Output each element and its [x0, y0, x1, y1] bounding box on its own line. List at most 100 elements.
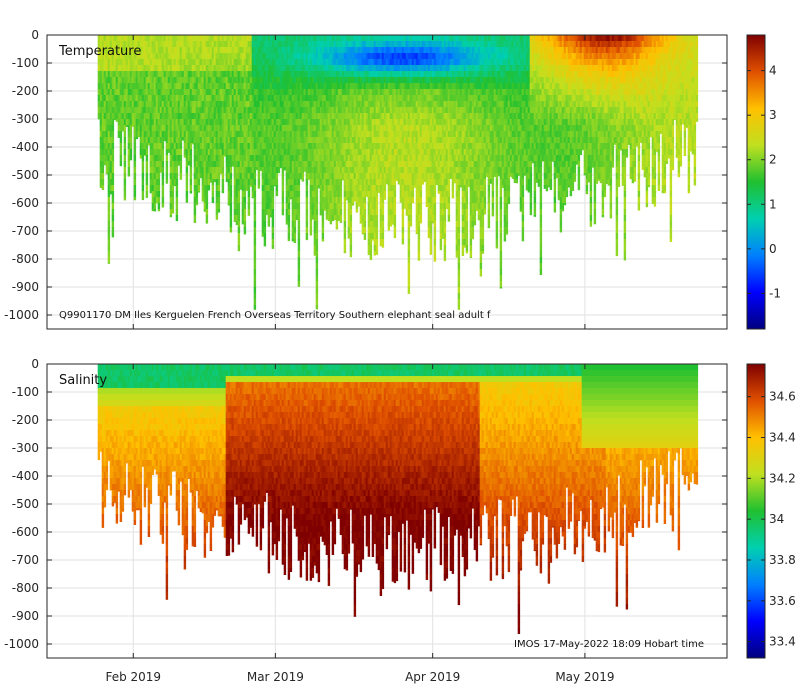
heatmap-cell — [316, 257, 318, 263]
heatmap-cell — [254, 221, 256, 227]
heatmap-cell — [316, 305, 318, 309]
heatmap-cell — [218, 179, 220, 185]
heatmap-cell — [344, 227, 346, 233]
heatmap-cell — [222, 167, 224, 173]
heatmap-cell — [272, 227, 274, 233]
heatmap-cell — [108, 197, 110, 203]
heatmap-cell — [306, 179, 308, 185]
heatmap-cell — [370, 251, 372, 257]
heatmap-cell — [124, 131, 126, 137]
heatmap-cell — [272, 197, 274, 203]
heatmap-cell — [194, 209, 196, 215]
heatmap-cell — [382, 215, 384, 221]
heatmap-cell — [376, 221, 378, 227]
heatmap-cell — [376, 239, 378, 245]
heatmap-cell — [254, 215, 256, 221]
heatmap-cell — [298, 203, 300, 209]
heatmap-cell — [176, 173, 178, 179]
heatmap-cell — [350, 251, 352, 257]
heatmap-cell — [108, 209, 110, 215]
heatmap-cell — [264, 215, 266, 221]
heatmap-cell — [166, 161, 168, 167]
heatmap-cell — [218, 191, 220, 197]
heatmap-cell — [230, 209, 232, 215]
heatmap-cell — [376, 209, 378, 215]
heatmap-cell — [120, 155, 122, 161]
heatmap-cell — [316, 227, 318, 233]
heatmap-cell — [316, 233, 318, 239]
heatmap-cell — [344, 209, 346, 215]
heatmap-cell — [420, 197, 422, 203]
heatmap-cell — [176, 179, 178, 185]
heatmap-cell — [206, 197, 208, 203]
heatmap-cell — [208, 185, 210, 191]
heatmap-cell — [268, 221, 270, 227]
heatmap-cell — [364, 197, 366, 203]
heatmap-cell — [230, 197, 232, 203]
heatmap-cell — [364, 203, 366, 209]
heatmap-cell — [254, 257, 256, 263]
heatmap-cell — [376, 251, 378, 255]
heatmap-cell — [196, 203, 198, 205]
heatmap-cell — [206, 209, 208, 215]
heatmap-cell — [410, 221, 412, 227]
heatmap-cell — [408, 281, 410, 287]
heatmap-cell — [364, 209, 366, 215]
heatmap-cell — [112, 209, 114, 215]
heatmap-cell — [298, 233, 300, 239]
heatmap-cell — [340, 203, 342, 209]
heatmap-cell — [258, 179, 260, 185]
heatmap-cell — [408, 257, 410, 263]
heatmap-cell — [282, 209, 284, 215]
heatmap-cell — [394, 215, 396, 221]
heatmap-cell — [420, 203, 422, 209]
heatmap-cell — [264, 233, 266, 239]
heatmap-cell — [408, 269, 410, 275]
heatmap-cell — [206, 203, 208, 209]
heatmap-cell — [230, 203, 232, 209]
heatmap-cell — [112, 185, 114, 191]
heatmap-cell — [238, 215, 240, 221]
heatmap-cell — [238, 203, 240, 209]
heatmap-cell — [316, 197, 318, 203]
heatmap-cell — [384, 197, 386, 200]
figure: 0-100-200-300-400-500-600-700-800-900-10… — [0, 0, 800, 700]
heatmap-cell — [142, 191, 144, 197]
heatmap-cell — [402, 239, 404, 244]
heatmap-cell — [222, 191, 224, 193]
heatmap-cell — [158, 173, 160, 179]
heatmap-cell — [434, 245, 436, 251]
heatmap-cell — [112, 215, 114, 221]
heatmap-cell — [370, 257, 372, 260]
heatmap-cell — [364, 227, 366, 233]
heatmap-cell — [336, 221, 338, 227]
heatmap-cell — [162, 203, 164, 208]
heatmap-cell — [180, 155, 182, 161]
heatmap-cell — [248, 209, 250, 215]
heatmap-cell — [394, 203, 396, 209]
heatmap-cell — [136, 137, 138, 139]
heatmap-cell — [130, 137, 132, 143]
heatmap-cell — [322, 239, 324, 242]
heatmap-cell — [282, 179, 284, 185]
heatmap-cell — [112, 197, 114, 203]
heatmap-cell — [134, 173, 136, 179]
heatmap-cell — [154, 209, 156, 211]
heatmap-cell — [254, 287, 256, 293]
heatmap-cell — [142, 173, 144, 179]
heatmap-cell — [216, 215, 218, 220]
heatmap-cell — [408, 239, 410, 245]
heatmap-cell — [120, 143, 122, 149]
heatmap-cell — [298, 251, 300, 257]
heatmap-cell — [218, 197, 220, 203]
heatmap-cell — [254, 227, 256, 233]
heatmap-cell — [408, 227, 410, 233]
heatmap-cell — [394, 227, 396, 233]
heatmap-cell — [298, 257, 300, 263]
heatmap-cell — [434, 233, 436, 239]
heatmap-cell — [180, 167, 182, 173]
heatmap-cell — [238, 227, 240, 233]
heatmap-cell — [102, 173, 104, 179]
heatmap-cell — [176, 209, 178, 215]
heatmap-cell — [112, 155, 114, 161]
